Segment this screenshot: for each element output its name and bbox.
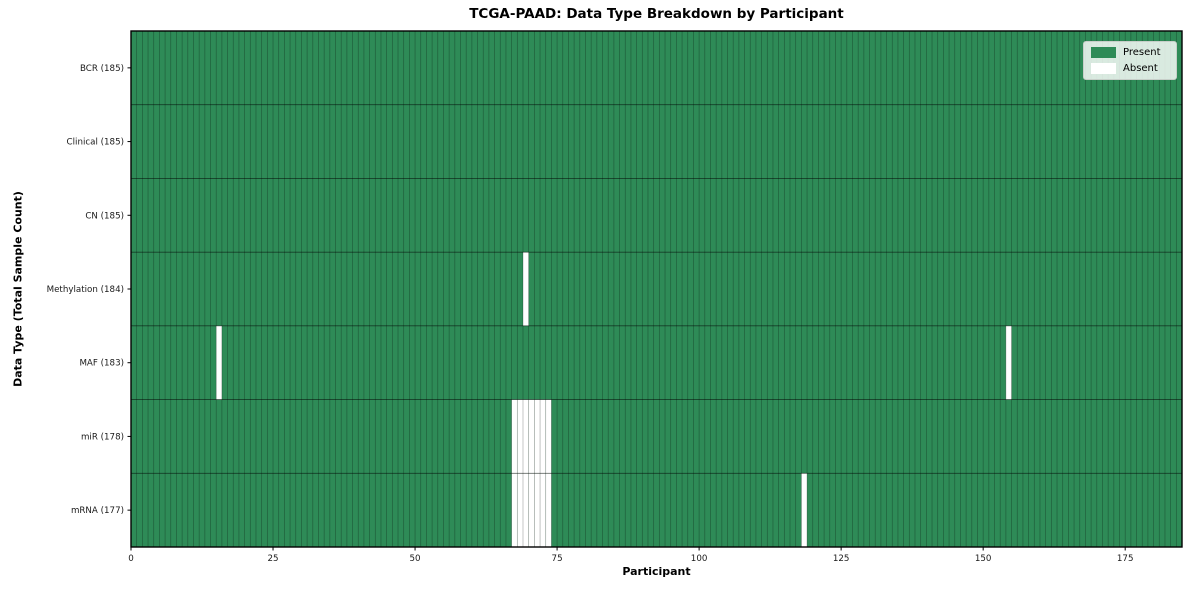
absent-cell bbox=[534, 399, 541, 474]
absent-cell bbox=[517, 473, 523, 547]
row-label: mRNA (177) bbox=[71, 506, 124, 516]
x-tick-label: 150 bbox=[975, 554, 992, 564]
absent-cell bbox=[522, 399, 529, 474]
absent-cell bbox=[540, 399, 546, 474]
row-label: miR (178) bbox=[81, 432, 124, 442]
absent-cell bbox=[522, 473, 529, 547]
absent-cell bbox=[540, 473, 546, 547]
absent-swatch-icon bbox=[1091, 63, 1116, 74]
legend-entry-present: Present bbox=[1091, 47, 1169, 58]
absent-cell bbox=[528, 399, 535, 474]
absent-cell bbox=[511, 399, 518, 474]
absent-cell bbox=[517, 399, 523, 474]
row-label: MAF (183) bbox=[79, 359, 124, 369]
x-tick-label: 175 bbox=[1117, 554, 1134, 564]
legend-entry-absent: Absent bbox=[1091, 63, 1169, 74]
legend-label-absent: Absent bbox=[1123, 63, 1158, 74]
absent-cell bbox=[216, 325, 222, 400]
absent-cell bbox=[1005, 325, 1012, 400]
y-axis-label: Data Type (Total Sample Count) bbox=[11, 191, 25, 387]
absent-cell bbox=[545, 399, 552, 474]
row-label: Methylation (184) bbox=[47, 285, 124, 295]
legend: Present Absent bbox=[1083, 41, 1177, 80]
absent-cell bbox=[528, 473, 535, 547]
row-label: Clinical (185) bbox=[67, 138, 124, 148]
legend-label-present: Present bbox=[1123, 47, 1161, 58]
x-tick-label: 125 bbox=[833, 554, 850, 564]
x-tick-label: 0 bbox=[128, 554, 134, 564]
x-tick-label: 75 bbox=[552, 554, 563, 564]
row-label: BCR (185) bbox=[80, 64, 124, 74]
present-area bbox=[131, 31, 1182, 547]
x-tick-label: 50 bbox=[410, 554, 421, 564]
absent-cell bbox=[801, 473, 808, 547]
absent-cell bbox=[522, 252, 529, 326]
x-axis-label: Participant bbox=[622, 565, 691, 578]
absent-cell bbox=[545, 473, 552, 547]
absent-cell bbox=[511, 473, 518, 547]
x-tick-label: 100 bbox=[691, 554, 708, 564]
chart-title: TCGA-PAAD: Data Type Breakdown by Partic… bbox=[469, 6, 844, 22]
row-label: CN (185) bbox=[85, 211, 124, 221]
present-swatch-icon bbox=[1091, 47, 1116, 58]
absent-cell bbox=[534, 473, 541, 547]
x-tick-label: 25 bbox=[267, 554, 278, 564]
